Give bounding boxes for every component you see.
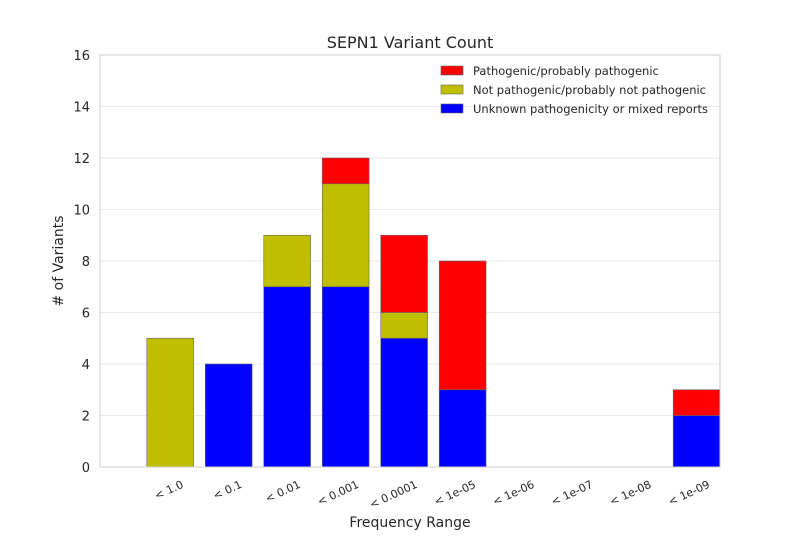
y-tick-label: 8 — [82, 255, 90, 270]
y-tick-label: 6 — [82, 307, 90, 322]
x-tick-label: < 0.1 — [211, 478, 244, 503]
legend-label: Not pathogenic/probably not pathogenic — [473, 83, 706, 97]
y-tick-label: 0 — [82, 461, 90, 476]
y-tick-labels: 0 2 4 6 8 10 12 14 16 — [73, 49, 90, 476]
chart-title: SEPN1 Variant Count — [327, 33, 494, 52]
y-tick-label: 12 — [73, 152, 90, 167]
bar-segment — [321, 183, 370, 288]
bar-segment — [204, 363, 253, 468]
plot-frame — [99, 54, 721, 468]
x-tick-label: < 1e-08 — [608, 478, 654, 509]
bar-segment — [321, 286, 370, 468]
y-axis-label: # of Variants — [51, 215, 67, 306]
y-tick-label: 16 — [73, 49, 90, 64]
x-tick-label: < 1.0 — [153, 478, 186, 503]
bar-segment — [380, 337, 428, 468]
bar-segment — [380, 234, 428, 313]
x-axis-label: Frequency Range — [349, 515, 470, 531]
legend: Pathogenic/probably pathogenic Not pathog… — [440, 64, 708, 116]
y-tick-label: 4 — [82, 358, 90, 373]
legend-swatch — [440, 65, 464, 76]
bar-segment — [438, 389, 487, 468]
bar-segment — [438, 260, 487, 391]
bar-segment — [380, 312, 428, 339]
bar-segment — [263, 234, 311, 288]
y-tick-label: 14 — [73, 101, 90, 116]
x-tick-label: < 0.001 — [315, 478, 361, 508]
bar-segment — [321, 157, 370, 185]
bar-segment — [672, 415, 721, 468]
bar-segment — [146, 337, 194, 468]
legend-swatch — [440, 84, 464, 95]
bars — [146, 157, 721, 468]
x-tick-labels: < 1.0 < 0.1 < 0.01 < 0.001 < 0.0001 < 1e-05 < … — [153, 478, 712, 511]
y-tick-label: 2 — [82, 410, 90, 425]
legend-label: Pathogenic/probably pathogenic — [473, 64, 659, 78]
x-tick-label: < 1e-07 — [549, 478, 595, 509]
legend-swatch — [440, 103, 464, 114]
x-tick-label: < 1e-05 — [432, 478, 478, 509]
y-tick-label: 10 — [73, 204, 90, 219]
x-tick-label: < 0.01 — [263, 478, 302, 506]
x-tick-label: < 1e-06 — [491, 478, 537, 509]
bar-segment — [263, 286, 311, 468]
legend-label: Unknown pathogenicity or mixed reports — [473, 102, 708, 116]
bar-segment — [672, 389, 721, 416]
x-tick-label: < 0.0001 — [368, 478, 420, 511]
x-tick-label: < 1e-09 — [666, 478, 712, 509]
